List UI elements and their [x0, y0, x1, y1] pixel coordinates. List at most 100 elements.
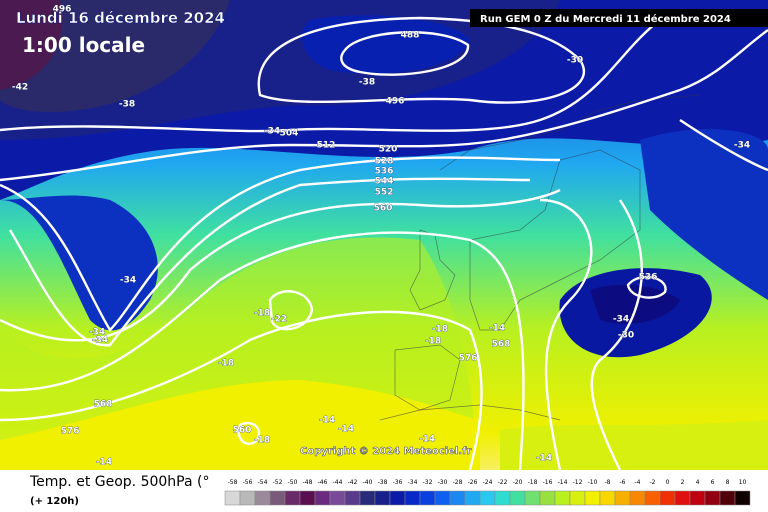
scale-label: 4 — [696, 479, 700, 486]
scale-swatch — [284, 490, 301, 506]
scale-swatch — [539, 490, 556, 506]
scale-label: -14 — [558, 479, 568, 486]
scale-swatch — [464, 490, 481, 506]
scale-label: 2 — [681, 479, 685, 486]
contour-label: -34 — [734, 141, 750, 151]
color-scale: -58 -56 -54 -52 -50 -48 -46 -44 -42 -40 -38 -36 -34-… — [224, 479, 751, 506]
forecast-time: 1:00 locale — [22, 33, 145, 57]
run-box — [470, 9, 768, 27]
contour-label: 504 — [280, 129, 299, 139]
scale-label: -28 — [453, 479, 463, 486]
contour-label: 576 — [459, 354, 478, 364]
contour-label: -30 — [567, 56, 583, 66]
scale-swatch — [389, 490, 406, 506]
scale-swatch — [479, 490, 496, 506]
contour-label: 496 — [386, 97, 405, 107]
contour-label: 512 — [317, 141, 336, 151]
scale-swatch — [554, 490, 571, 506]
contour-label: 536 — [639, 273, 658, 283]
scale-swatch — [374, 490, 391, 506]
contour-label: 552 — [375, 188, 394, 198]
scale-swatch — [704, 490, 721, 506]
map-background — [0, 0, 768, 470]
scale-label: -54 — [258, 479, 268, 486]
scale-swatch — [344, 490, 361, 506]
scale-label: 8 — [726, 479, 730, 486]
scale-label: -48 — [303, 479, 313, 486]
scale-label: -32 — [423, 479, 433, 486]
scale-label: -36 — [393, 479, 403, 486]
contour-label: -38 — [359, 78, 375, 88]
contour-label: -18 — [218, 359, 234, 369]
scale-label: -44 — [333, 479, 343, 486]
scale-swatch — [659, 490, 676, 506]
scale-swatch — [734, 490, 751, 506]
scale-swatch — [599, 490, 616, 506]
isohypses — [0, 16, 768, 471]
scale-swatch — [359, 490, 376, 506]
contour-label: -34 — [120, 276, 136, 286]
contour-label: 488 — [401, 31, 420, 41]
scale-label: -50 — [288, 479, 298, 486]
scale-swatch — [494, 490, 511, 506]
copyright: Copyright © 2024 Meteociel.fr — [300, 446, 471, 457]
contour-label: -14 — [536, 454, 552, 464]
scale-swatch — [269, 490, 286, 506]
scale-swatch — [719, 490, 736, 506]
contour-label: -14 — [338, 425, 354, 435]
legend-title: Temp. et Geop. 500hPa (° — [29, 474, 209, 490]
scale-label: -30 — [438, 479, 448, 486]
contour-label: -18 — [254, 436, 270, 446]
contour-label: -14 — [419, 435, 435, 445]
scale-swatch — [644, 490, 661, 506]
scale-label: 6 — [711, 479, 715, 486]
contour-label: 560 — [233, 426, 252, 436]
scale-swatch — [329, 490, 346, 506]
contour-label: -18 — [425, 337, 441, 347]
contour-label: -34 — [613, 315, 629, 325]
contour-label: -18 — [432, 325, 448, 335]
scale-swatch — [314, 490, 331, 506]
scale-label: -2 — [650, 479, 656, 486]
contour-label: -38 — [119, 100, 135, 110]
scale-label: -8 — [605, 479, 611, 486]
contour-label: -34 — [264, 127, 280, 137]
contour-label: 536 — [375, 167, 394, 177]
contour-label: -22 — [271, 315, 287, 325]
contour-label: -14 — [96, 458, 112, 468]
scale-label: -24 — [483, 479, 493, 486]
contour-label: -34 — [92, 336, 108, 346]
scale-label: -4 — [635, 479, 641, 486]
scale-swatch — [404, 490, 421, 506]
scale-label: 0 — [666, 479, 670, 486]
scale-label: 10 — [739, 479, 747, 486]
scale-swatch — [239, 490, 256, 506]
scale-label: -22 — [498, 479, 508, 486]
scale-swatch — [569, 490, 586, 506]
contour-label: -14 — [319, 416, 335, 426]
scale-label: -38 — [378, 479, 388, 486]
scale-swatch — [674, 490, 691, 506]
contour-label: 520 — [379, 145, 398, 155]
contour-label: 568 — [94, 400, 113, 410]
scale-swatch — [509, 490, 526, 506]
contour-label: -30 — [618, 331, 634, 341]
scale-label: -10 — [588, 479, 598, 486]
contour-label: -18 — [254, 309, 270, 319]
scale-label: -18 — [528, 479, 538, 486]
contour-label: 528 — [375, 157, 394, 167]
scale-swatch — [524, 490, 541, 506]
legend-subtitle: (+ 120h) — [30, 496, 79, 507]
contour-label: -34 — [89, 328, 105, 338]
contour-label: 576 — [61, 427, 80, 437]
scale-label: -6 — [620, 479, 626, 486]
scale-label: -52 — [273, 479, 283, 486]
scale-label: -12 — [573, 479, 583, 486]
scale-swatch — [689, 490, 706, 506]
forecast-date: Lundi 16 décembre 2024 — [16, 9, 225, 27]
scale-swatch — [434, 490, 451, 506]
contour-label: 560 — [374, 204, 393, 214]
contour-label: 568 — [492, 340, 511, 350]
